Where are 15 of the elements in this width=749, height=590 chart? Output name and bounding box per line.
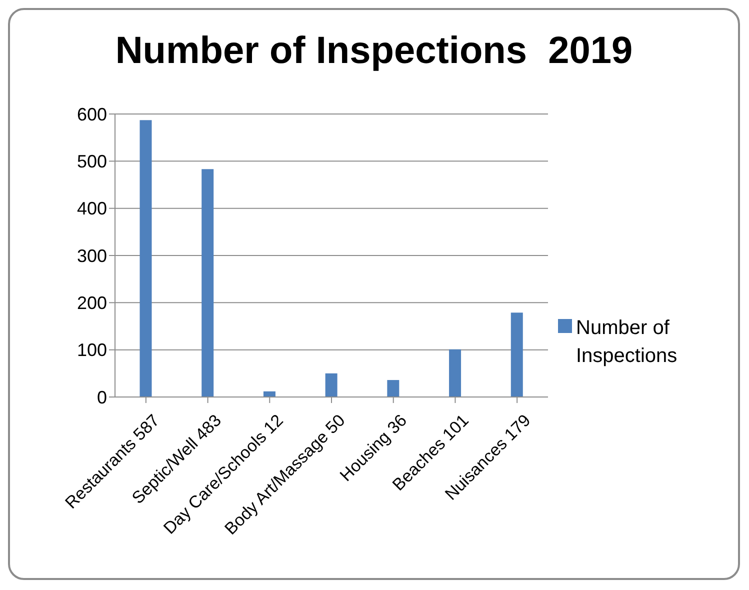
y-tick-label: 200 [76,293,107,314]
bar [510,312,523,397]
y-tick-label: 400 [76,198,107,219]
bar [325,373,338,397]
bar [202,169,214,397]
y-tick-label: 300 [76,246,107,266]
bar [140,120,152,397]
y-tick-label: 0 [96,387,107,408]
y-tick-label: 600 [76,104,107,124]
chart-title: Number of Inspections 2019 [114,29,634,74]
bar [387,380,400,397]
y-tick-label: 100 [76,340,107,360]
bar [449,349,462,397]
legend-label: Number of Inspections [576,316,678,369]
y-tick-label: 500 [76,152,107,172]
